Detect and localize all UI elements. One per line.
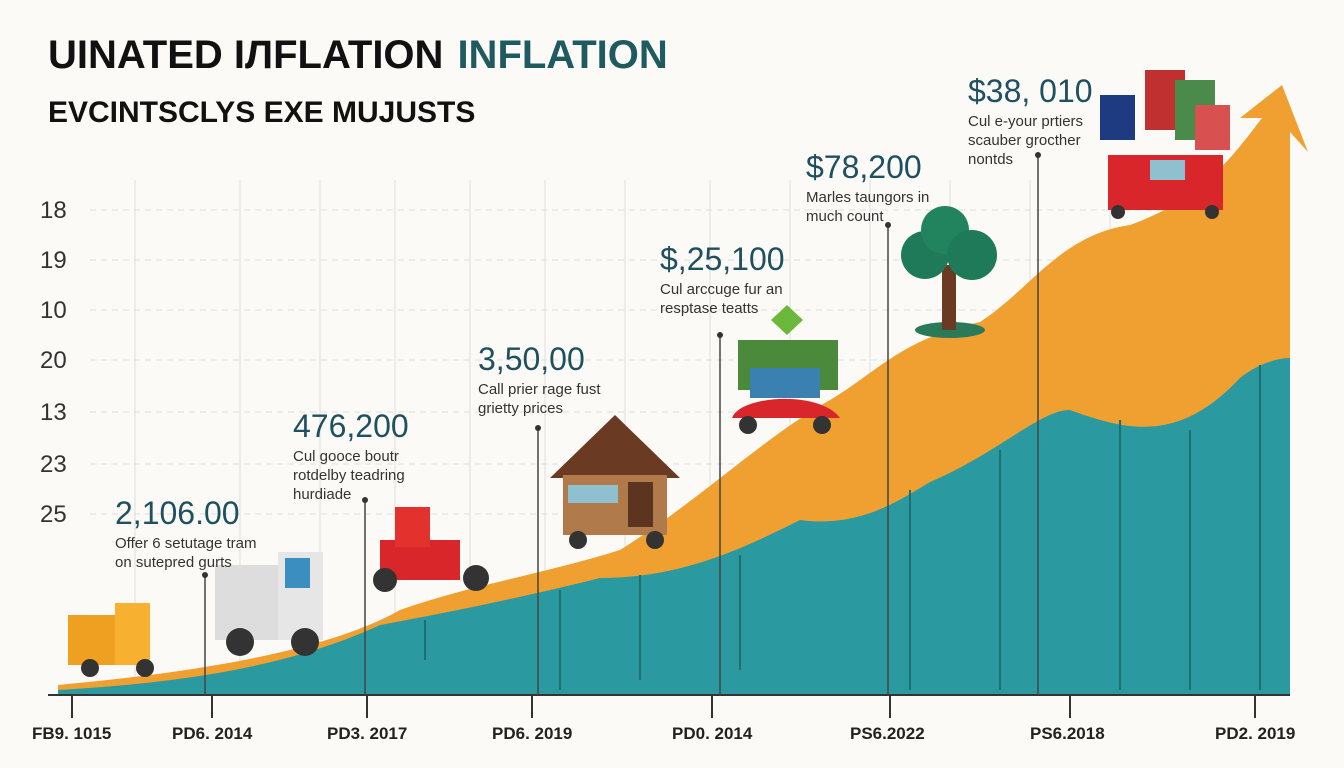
van-icon <box>215 552 323 656</box>
y-label: 20 <box>40 347 67 374</box>
x-label: PD3. 2017 <box>327 724 407 743</box>
annotation-value: 2,106.00 <box>115 495 240 531</box>
title-dark: UINATED IЛFLATION <box>48 33 443 77</box>
annotation-caption: on sutepred gurts <box>115 554 232 571</box>
y-label: 19 <box>40 247 67 274</box>
annotation-caption: rotdelby teadring <box>293 467 405 484</box>
truck-icon <box>68 603 154 677</box>
leader-dot <box>362 497 368 503</box>
annotation-caption: hurdiade <box>293 486 351 503</box>
leader-dot <box>202 572 208 578</box>
subtitle: EVCINTSCLYS EXE MUJUSTS <box>48 96 475 129</box>
annotation-caption: nontds <box>968 151 1013 168</box>
annotation-caption: Cul arccuge fur an <box>660 281 783 298</box>
tractor-icon <box>373 507 489 592</box>
money-icon <box>1100 70 1230 219</box>
annotation-value: $,25,100 <box>660 241 785 277</box>
leader-dot <box>1035 152 1041 158</box>
y-label: 13 <box>40 399 67 426</box>
leader-dot <box>717 332 723 338</box>
annotation-caption: Cul e-your prtiers <box>968 113 1083 130</box>
y-label: 25 <box>40 501 67 528</box>
annotation-caption: grietty prices <box>478 400 563 417</box>
house-icon <box>550 415 680 549</box>
annotation-caption: resptase teatts <box>660 300 758 317</box>
y-label: 10 <box>40 297 67 324</box>
annotation-caption: Offer 6 setutage tram <box>115 535 256 552</box>
title-accent: INFLATION <box>457 33 667 77</box>
leader-dot <box>535 425 541 431</box>
x-label: PD6. 2014 <box>172 724 253 743</box>
annotation-value: $38, 010 <box>968 73 1093 109</box>
tree-icon <box>901 206 997 338</box>
annotation-caption: much count <box>806 208 884 225</box>
title: UINATED IЛFLATION INFLATION <box>48 33 668 77</box>
teal-area <box>58 358 1290 695</box>
annotation-caption: Marles taungors in <box>806 189 929 206</box>
x-label: PS6.2018 <box>1030 724 1105 743</box>
annotation-caption: Call prier rage fust <box>478 381 601 398</box>
annotation-caption: Cul gooce boutr <box>293 448 399 465</box>
annotation-caption: scauber grocther <box>968 132 1081 149</box>
car-icon <box>732 305 840 434</box>
x-label: PS6.2022 <box>850 724 925 743</box>
x-label: PD6. 2019 <box>492 724 572 743</box>
area-texture <box>424 365 1261 690</box>
x-label: FB9. 1015 <box>32 724 111 743</box>
leader-dot <box>885 222 891 228</box>
annotation-value: 3,50,00 <box>478 341 585 377</box>
y-label: 18 <box>40 197 67 224</box>
x-label: PD2. 2019 <box>1215 724 1295 743</box>
annotation-value: 476,200 <box>293 408 409 444</box>
y-label: 23 <box>40 451 67 478</box>
annotation-value: $78,200 <box>806 149 922 185</box>
x-label: PD0. 2014 <box>672 724 753 743</box>
